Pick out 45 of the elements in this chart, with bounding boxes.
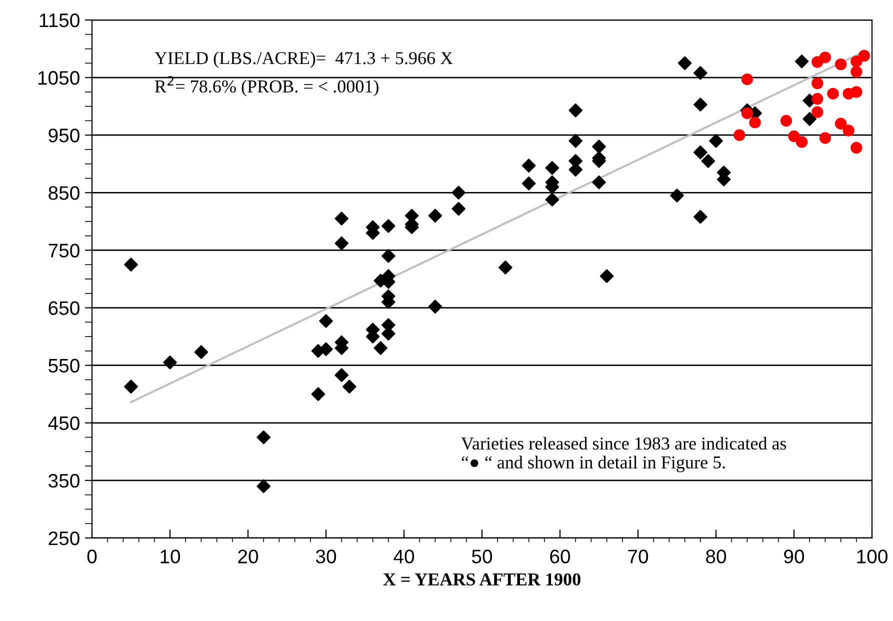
y-tick-label: 1150 [40, 13, 80, 28]
point [812, 106, 824, 118]
point [812, 77, 824, 90]
point [819, 52, 832, 64]
y-tick-label: 550 [48, 358, 80, 373]
x-tick-label: 40 [394, 550, 414, 564]
x-tick-label: 60 [550, 550, 570, 564]
x-tick-label: 70 [628, 550, 648, 564]
x-tick-label: 20 [238, 550, 258, 564]
x-tick-label: 80 [706, 550, 726, 564]
x-axis-title: X = YEARS AFTER 1900 [383, 573, 580, 586]
point [850, 142, 862, 154]
x-tick-label: 90 [784, 550, 804, 564]
point [796, 136, 808, 148]
point [812, 93, 824, 105]
point [819, 132, 832, 144]
point [734, 129, 746, 141]
point [834, 58, 847, 70]
annotation: YIELD (LBS./ACRE)= 471.3 + 5.966 X [154, 52, 453, 68]
x-tick-label: 0 [87, 550, 97, 564]
point [749, 116, 761, 128]
x-tick-label: 10 [160, 550, 180, 564]
y-tick-label: 1050 [38, 71, 80, 85]
y-tick-label: 450 [48, 416, 80, 430]
point [780, 114, 792, 127]
y-tick-label: 350 [48, 474, 80, 488]
y-tick-label: 250 [48, 531, 80, 546]
point [850, 66, 862, 78]
x-tick-label: 100 [857, 550, 888, 564]
point [741, 107, 754, 120]
point [741, 73, 754, 86]
point [834, 118, 847, 130]
point [850, 86, 862, 98]
y-tick-label: 750 [48, 244, 80, 258]
y-tick-label: 650 [48, 301, 80, 316]
y-tick-label: 950 [48, 128, 80, 142]
point [858, 50, 870, 62]
point [827, 88, 839, 100]
point [812, 56, 824, 68]
x-tick-label: 30 [316, 550, 336, 564]
y-tick-label: 850 [48, 186, 80, 200]
annotation: Varieties released since 1983 are indicated as “● “ and shown in detail in Figure 5. [461, 436, 786, 472]
point [842, 124, 854, 136]
x-tick-label: 50 [472, 550, 492, 564]
point [788, 130, 800, 142]
